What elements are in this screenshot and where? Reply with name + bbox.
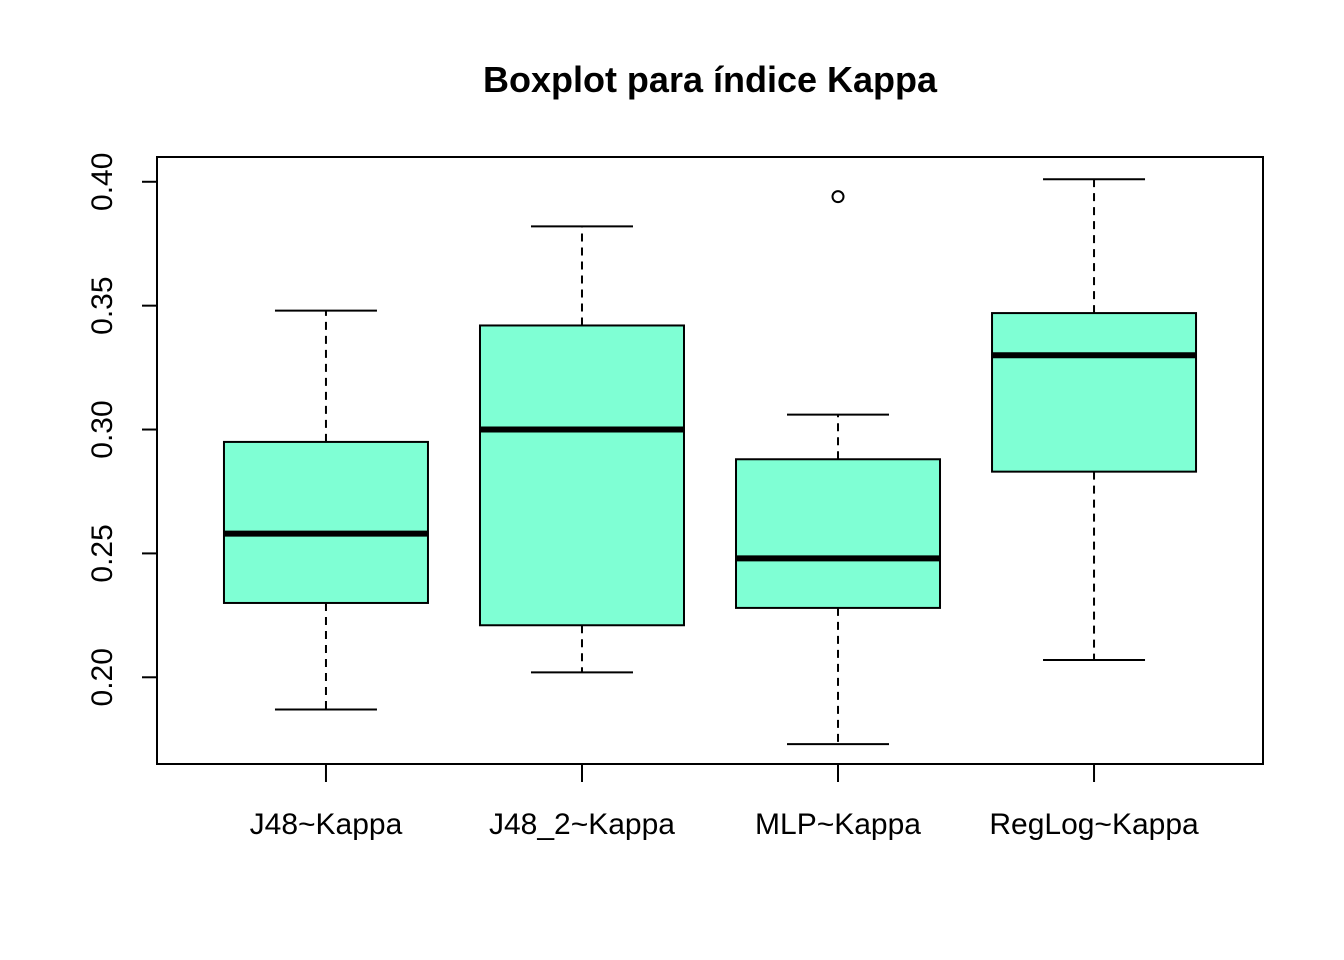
- y-tick-label: 0.25: [86, 524, 119, 582]
- outlier-point: [831, 190, 845, 204]
- plot-marks: 0.20 0.25 0.30 0.35 0.40 J48~Kappa J48_2~Kappa…: [86, 153, 1264, 841]
- x-tick-label: RegLog~Kappa: [989, 808, 1199, 841]
- y-tick-label: 0.30: [86, 400, 119, 458]
- x-tick-label: MLP~Kappa: [755, 808, 921, 841]
- box-iqr: [478, 324, 685, 627]
- x-tick-label: J48~Kappa: [250, 808, 403, 841]
- y-tick-label: 0.35: [86, 276, 119, 334]
- y-tick-label: 0.20: [86, 648, 119, 706]
- box-iqr: [991, 312, 1198, 473]
- plot-frame: [156, 156, 1264, 765]
- box-iqr: [222, 440, 429, 604]
- chart-title: Boxplot para índice Kappa: [483, 59, 938, 100]
- x-tick-label: J48_2~Kappa: [489, 808, 675, 841]
- y-tick-label: 0.40: [86, 153, 119, 211]
- box-iqr: [735, 458, 942, 609]
